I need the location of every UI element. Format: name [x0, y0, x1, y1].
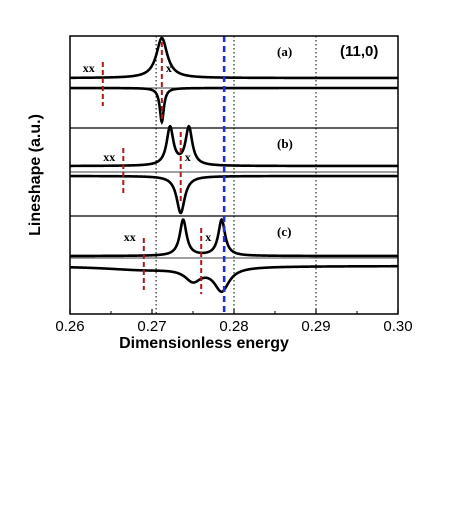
panel-label: (c)	[277, 224, 291, 239]
x-tick-layer: 0.26 0.27 0.28 0.29 0.30	[55, 309, 413, 335]
panel-label: (a)	[277, 44, 292, 59]
x-tick-label: 0.30	[383, 318, 412, 335]
marker-label: x	[185, 150, 191, 164]
marker-layer: (a)xx x(b)xx x(c)xx x	[83, 42, 293, 294]
panel-label: (b)	[277, 136, 293, 151]
marker-label: x	[205, 230, 211, 244]
x-tick-label: 0.28	[219, 318, 248, 335]
reference-line-layer	[155, 36, 317, 314]
x-tick-label: 0.27	[137, 318, 166, 335]
marker-label: xx	[124, 230, 136, 244]
marker-label: xx	[103, 150, 115, 164]
x-tick-label: 0.29	[301, 318, 330, 335]
system-label: (11,0)	[340, 43, 378, 60]
y-axis-label: Lineshape (a.u.)	[27, 114, 44, 236]
marker-label: x	[166, 61, 172, 75]
x-axis-label: Dimensionless energy	[119, 335, 289, 352]
marker-label: xx	[83, 61, 95, 75]
lineshape-curve-upper	[70, 124, 398, 168]
x-tick-label: 0.26	[55, 318, 84, 335]
lineshape-curve-lower	[70, 174, 398, 215]
lineshape-curve-lower	[69, 264, 398, 294]
lineshape-curve-upper	[70, 36, 398, 80]
